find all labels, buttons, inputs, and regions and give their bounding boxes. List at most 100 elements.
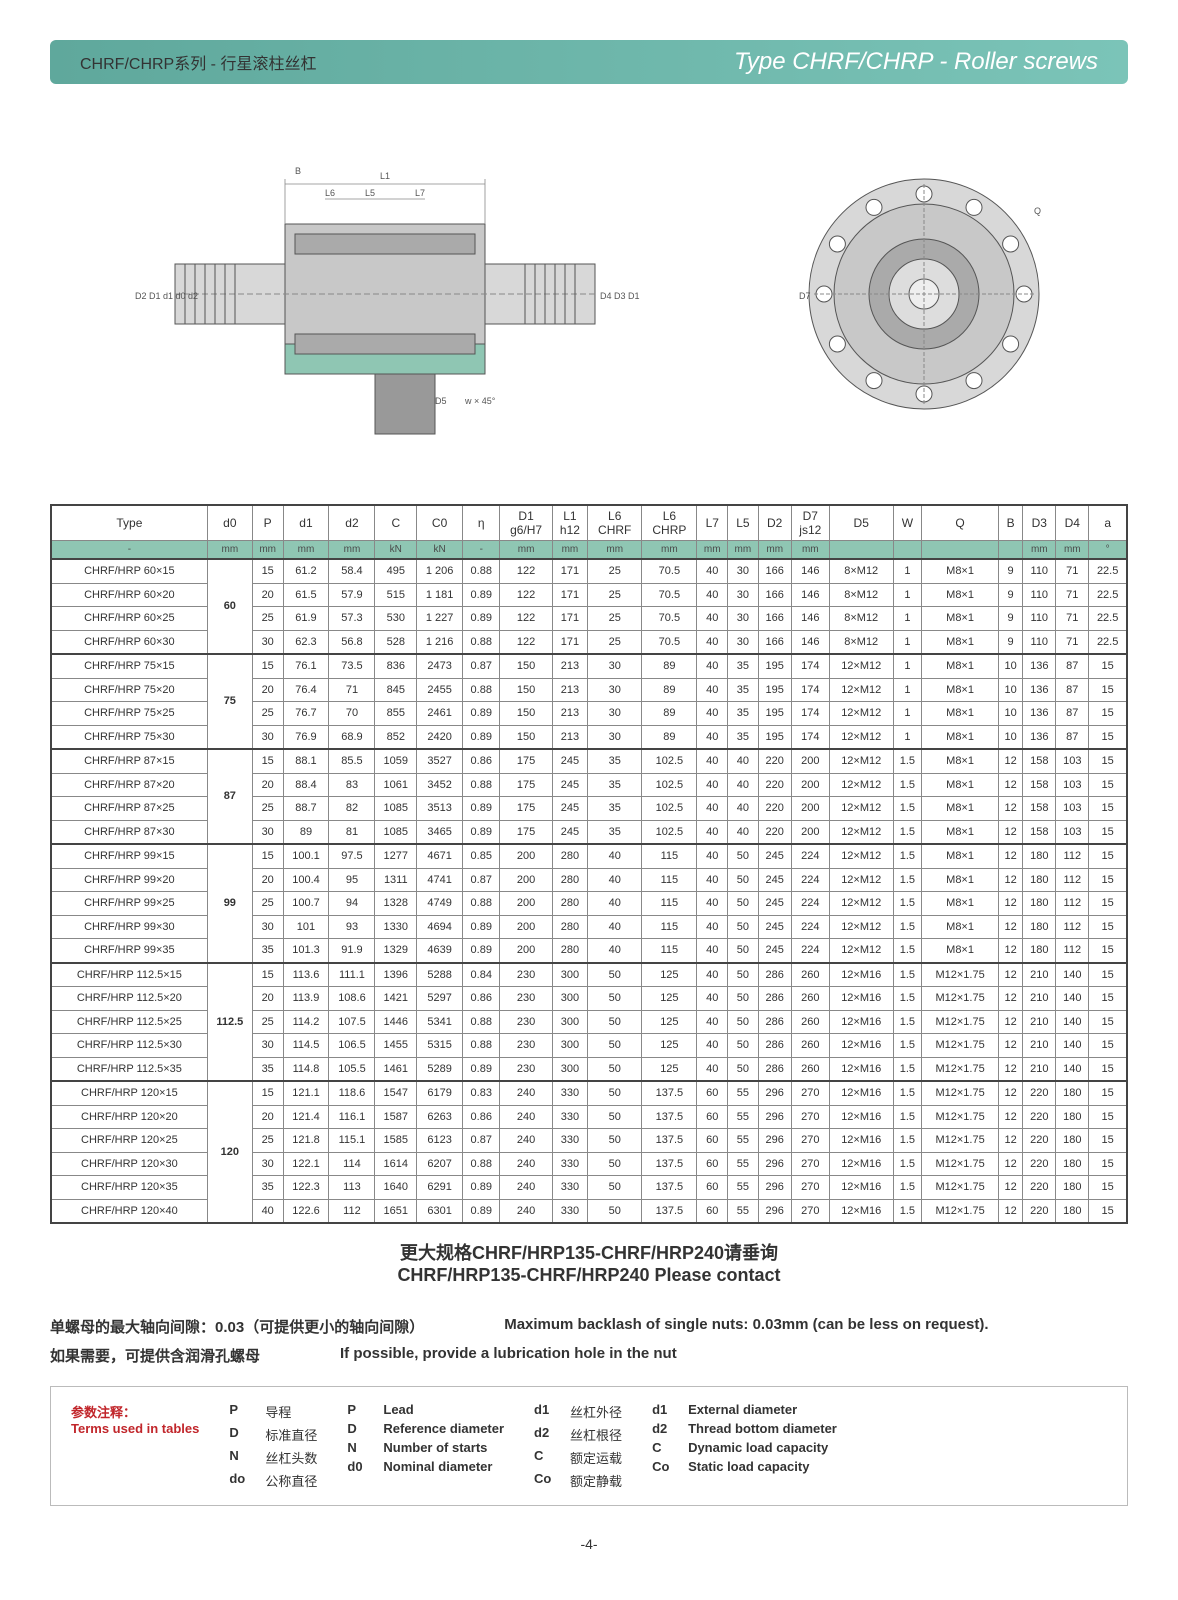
data-cell: 200 (500, 915, 552, 939)
col-unit: mm (758, 541, 791, 560)
terms-box: 参数注释： Terms used in tables P导程D标准直径N丝杠头数… (50, 1386, 1128, 1506)
data-cell: 20 (252, 1105, 283, 1129)
data-cell: 40 (697, 607, 728, 631)
data-cell: 15 (1089, 915, 1127, 939)
data-cell: 1.5 (893, 1034, 922, 1058)
data-cell: 230 (500, 963, 552, 987)
col-header: d0 (207, 505, 252, 541)
data-cell: 35 (728, 702, 759, 726)
data-cell: 10 (998, 654, 1022, 678)
data-cell: 12 (998, 797, 1022, 821)
term-row: d1丝杠外径 (534, 1402, 622, 1421)
data-cell: 0.89 (463, 1057, 500, 1081)
data-cell: 280 (552, 892, 587, 916)
data-cell: 97.5 (329, 844, 375, 868)
data-cell: 137.5 (642, 1105, 697, 1129)
type-cell: CHRF/HRP 120×20 (51, 1105, 207, 1129)
data-cell: 15 (1089, 678, 1127, 702)
data-cell: 166 (758, 583, 791, 607)
data-cell: 50 (728, 892, 759, 916)
data-cell: 137.5 (642, 1152, 697, 1176)
data-cell: 224 (791, 939, 829, 963)
data-cell: 15 (1089, 773, 1127, 797)
data-cell: 140 (1056, 987, 1089, 1011)
terms-title-cn: 参数注释： (71, 1402, 199, 1421)
data-cell: 296 (758, 1152, 791, 1176)
data-cell: 40 (697, 583, 728, 607)
type-cell: CHRF/HRP 112.5×35 (51, 1057, 207, 1081)
data-cell: 0.86 (463, 1105, 500, 1129)
data-cell: 1 (893, 583, 922, 607)
type-cell: CHRF/HRP 99×30 (51, 915, 207, 939)
data-cell: 0.83 (463, 1081, 500, 1105)
data-cell: 55 (728, 1081, 759, 1105)
data-cell: 35 (588, 820, 642, 844)
data-cell: 82 (329, 797, 375, 821)
data-cell: 15 (1089, 797, 1127, 821)
type-cell: CHRF/HRP 99×20 (51, 868, 207, 892)
data-cell: 57.3 (329, 607, 375, 631)
data-cell: 330 (552, 1152, 587, 1176)
col-unit: mm (329, 541, 375, 560)
svg-text:L1: L1 (380, 171, 390, 181)
col-header: L5 (728, 505, 759, 541)
data-cell: 530 (375, 607, 417, 631)
data-cell: 0.88 (463, 678, 500, 702)
col-unit (829, 541, 893, 560)
term-row: d1External diameter (652, 1402, 837, 1417)
data-cell: 280 (552, 939, 587, 963)
data-cell: 1396 (375, 963, 417, 987)
data-cell: 12 (998, 1057, 1022, 1081)
col-header: d1 (283, 505, 329, 541)
data-cell: 240 (500, 1129, 552, 1153)
data-cell: 12×M12 (829, 678, 893, 702)
data-cell: 55 (728, 1176, 759, 1200)
data-cell: 136 (1023, 678, 1056, 702)
data-cell: 15 (252, 844, 283, 868)
data-cell: 1085 (375, 820, 417, 844)
data-cell: 1446 (375, 1010, 417, 1034)
data-cell: 9 (998, 607, 1022, 631)
data-cell: 180 (1056, 1176, 1089, 1200)
data-cell: 30 (252, 630, 283, 654)
data-cell: 15 (1089, 725, 1127, 749)
data-cell: 113.9 (283, 987, 329, 1011)
data-cell: 220 (1023, 1105, 1056, 1129)
data-cell: 15 (1089, 654, 1127, 678)
data-cell: 286 (758, 1010, 791, 1034)
data-cell: 60 (697, 1105, 728, 1129)
data-cell: 174 (791, 702, 829, 726)
data-cell: M12×1.75 (922, 1199, 999, 1223)
data-cell: M8×1 (922, 559, 999, 583)
contact-en: CHRF/HRP135-CHRF/HRP240 Please contact (50, 1265, 1128, 1286)
data-cell: 40 (697, 820, 728, 844)
data-cell: 114.5 (283, 1034, 329, 1058)
table-row: CHRF/HRP 75×15751576.173.583624730.87150… (51, 654, 1127, 678)
data-cell: 110 (1023, 607, 1056, 631)
type-cell: CHRF/HRP 99×25 (51, 892, 207, 916)
data-cell: 1.5 (893, 1152, 922, 1176)
data-cell: 224 (791, 868, 829, 892)
data-cell: 270 (791, 1081, 829, 1105)
data-cell: 8×M12 (829, 583, 893, 607)
data-cell: 50 (588, 1199, 642, 1223)
data-cell: 1.5 (893, 987, 922, 1011)
data-cell: 110 (1023, 630, 1056, 654)
data-cell: 22.5 (1089, 630, 1127, 654)
data-cell: 0.87 (463, 1129, 500, 1153)
data-cell: 40 (588, 939, 642, 963)
data-cell: M12×1.75 (922, 963, 999, 987)
d0-cell: 87 (207, 749, 252, 844)
type-cell: CHRF/HRP 99×35 (51, 939, 207, 963)
data-cell: 15 (1089, 702, 1127, 726)
data-cell: 0.88 (463, 1034, 500, 1058)
data-cell: 175 (500, 749, 552, 773)
data-cell: 40 (697, 678, 728, 702)
terms-en2-col: d1External diameterd2Thread bottom diame… (652, 1402, 837, 1474)
data-cell: 40 (697, 725, 728, 749)
data-cell: M8×1 (922, 630, 999, 654)
data-cell: 136 (1023, 654, 1056, 678)
table-row: CHRF/HRP 87×15871588.185.5105935270.8617… (51, 749, 1127, 773)
data-cell: 12 (998, 820, 1022, 844)
data-cell: M12×1.75 (922, 1010, 999, 1034)
